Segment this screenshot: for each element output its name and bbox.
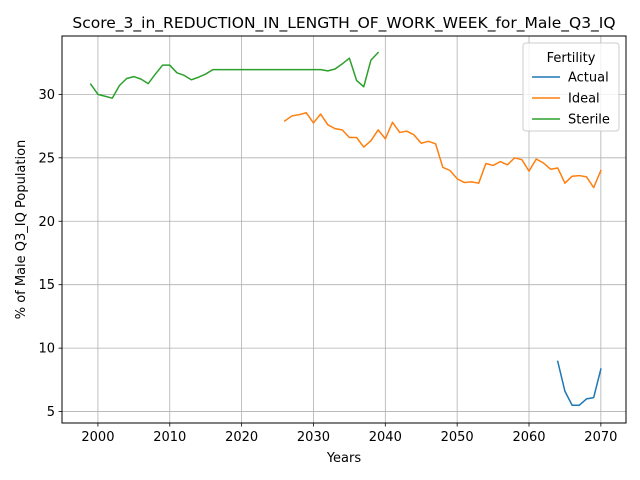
x-tick-label: 2070 (584, 430, 617, 445)
legend-title: Fertility (547, 51, 596, 66)
y-tick-label: 5 (47, 405, 55, 420)
y-axis-label: % of Male Q3_IQ Population (14, 140, 29, 320)
legend-label-sterile: Sterile (568, 113, 610, 128)
series-line-sterile (89, 51, 380, 99)
x-tick-label: 2020 (225, 430, 258, 445)
legend-label-ideal: Ideal (568, 92, 600, 107)
x-tick-label: 2060 (512, 430, 545, 445)
y-tick-label: 10 (38, 342, 55, 357)
series-line-ideal (283, 112, 602, 189)
y-tick-label: 25 (38, 151, 55, 166)
x-axis-label: Years (326, 451, 362, 466)
x-tick-label: 2040 (369, 430, 402, 445)
y-tick-label: 30 (38, 88, 55, 103)
series-line-actual (556, 360, 602, 406)
x-tick-label: 2030 (297, 430, 330, 445)
plot-frame (61, 35, 627, 424)
x-tick-label: 2050 (441, 430, 474, 445)
y-tick-label: 20 (38, 215, 55, 230)
y-tick-label: 15 (38, 278, 55, 293)
legend: Fertility Actual Ideal Sterile (522, 42, 620, 132)
x-tick-label: 2000 (81, 430, 114, 445)
x-tick-label: 2010 (153, 430, 186, 445)
series-lines (89, 51, 602, 406)
chart-title: Score_3_in_REDUCTION_IN_LENGTH_OF_WORK_W… (72, 14, 615, 33)
legend-box (522, 42, 620, 132)
legend-label-actual: Actual (568, 71, 609, 86)
axis-ticks: 2000 2010 2020 2030 2040 2050 2060 2070 5 10 15 20 2… (38, 88, 617, 445)
